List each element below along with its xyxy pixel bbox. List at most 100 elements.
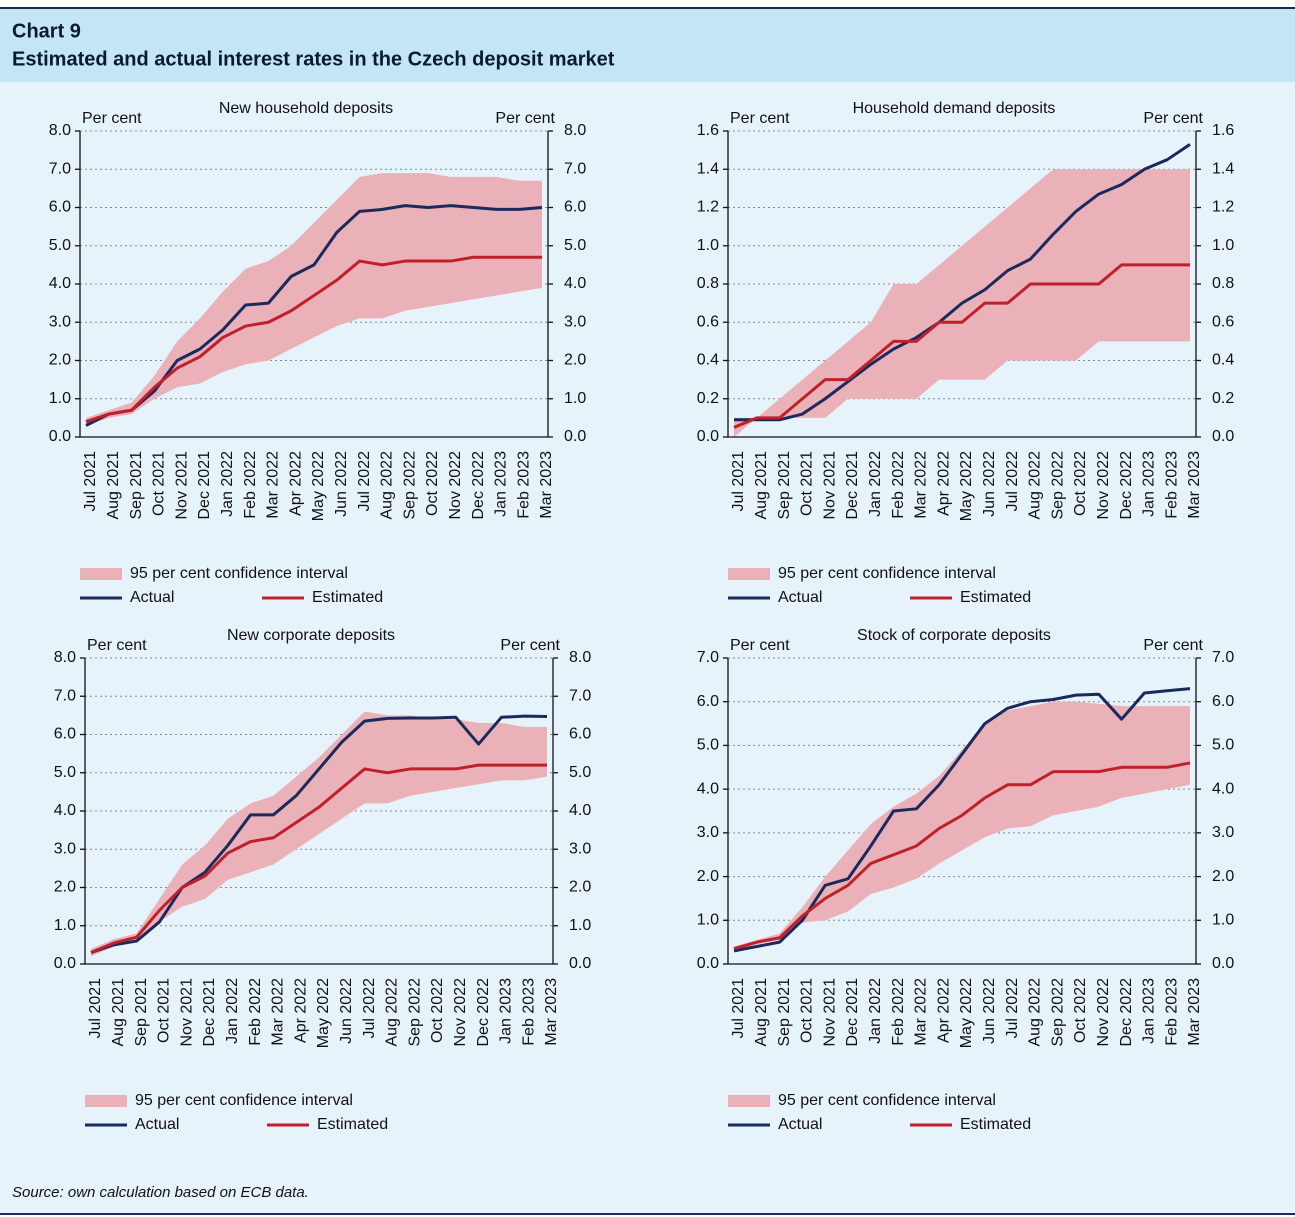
x-tick-label: Jul 2021 [87,978,104,1039]
y2-tick-label: 0.0 [564,428,586,445]
x-tick-label: Jan 2022 [867,978,884,1044]
x-tick-label: Nov 2022 [452,978,469,1047]
y2-tick-label: 2.0 [1212,868,1234,885]
y-tick-label: 6.0 [54,726,76,743]
legend-label: Actual [778,1116,822,1133]
y2-tick-label: 4.0 [569,802,591,819]
y2-tick-label: 4.0 [1212,780,1234,797]
x-tick-label: Dec 2022 [470,451,487,520]
x-tick-label: Mar 2022 [270,978,287,1046]
y2-tick-label: 7.0 [1212,649,1234,666]
x-tick-label: Aug 2021 [110,978,127,1047]
y-tick-label: 3.0 [54,840,76,857]
legend-swatch [80,568,122,580]
x-tick-label: Jan 2023 [1141,978,1158,1044]
y-tick-label: 5.0 [54,764,76,781]
x-tick-label: Dec 2022 [475,978,492,1047]
y-tick-label: 7.0 [697,649,719,666]
y-tick-label: 6.0 [697,693,719,710]
y2-tick-label: 1.0 [1212,237,1234,254]
x-tick-label: Dec 2021 [201,978,218,1047]
series-line [90,714,548,954]
x-tick-label: Dec 2021 [196,451,213,520]
y-axis-label: Per cent [730,637,790,654]
x-tick-label: Feb 2022 [890,978,907,1046]
y2-tick-label: 4.0 [564,275,586,292]
y2-tick-label: 8.0 [569,649,591,666]
y2-axis-label: Per cent [1143,110,1203,127]
legend-label: Estimated [317,1116,388,1133]
legend-swatch [728,568,770,580]
x-tick-label: Oct 2022 [1072,451,1089,516]
y2-tick-label: 2.0 [564,352,586,369]
y-axis-label: Per cent [82,110,142,127]
x-tick-label: Mar 2023 [1186,978,1203,1046]
chart-title: Estimated and actual interest rates in t… [12,48,615,70]
x-tick-label: Feb 2023 [1163,978,1180,1046]
y2-tick-label: 0.8 [1212,275,1234,292]
x-tick-label: Nov 2022 [447,451,464,520]
y-tick-label: 8.0 [54,649,76,666]
y-axis-label: Per cent [730,110,790,127]
y2-tick-label: 3.0 [564,313,586,330]
y2-tick-label: 6.0 [1212,693,1234,710]
x-tick-label: Feb 2023 [520,978,537,1046]
y2-tick-label: 2.0 [569,879,591,896]
x-tick-label: Aug 2022 [1027,978,1044,1047]
y-tick-label: 1.4 [697,160,719,177]
y-axis-label: Per cent [87,637,147,654]
legend-label: 95 per cent confidence interval [778,565,996,582]
y2-axis-label: Per cent [495,110,555,127]
x-tick-label: Aug 2022 [384,978,401,1047]
y2-tick-label: 3.0 [1212,824,1234,841]
x-tick-label: Jan 2022 [224,978,241,1044]
x-tick-label: Sep 2021 [776,978,793,1047]
y2-tick-label: 1.6 [1212,122,1234,139]
y2-tick-label: 0.0 [1212,955,1234,972]
legend-label: Estimated [312,589,383,606]
x-tick-label: Jul 2021 [730,978,747,1039]
x-tick-label: Aug 2022 [379,451,396,520]
y-tick-label: 2.0 [697,868,719,885]
y-tick-label: 1.2 [697,199,719,216]
x-tick-label: Oct 2021 [799,978,816,1043]
x-tick-label: Feb 2023 [1163,451,1180,519]
x-tick-label: Oct 2022 [1072,978,1089,1043]
confidence-band [734,701,1190,951]
y-tick-label: 7.0 [49,160,71,177]
x-tick-label: Feb 2022 [247,978,264,1046]
legend-label: Estimated [960,589,1031,606]
y-tick-label: 1.0 [697,912,719,929]
panel-title: Stock of corporate deposits [857,627,1051,644]
x-tick-label: May 2022 [958,451,975,521]
y2-tick-label: 6.0 [564,199,586,216]
x-tick-label: Apr 2022 [292,978,309,1043]
x-tick-label: Jan 2023 [493,451,510,517]
x-tick-label: May 2022 [315,978,332,1048]
y2-tick-label: 5.0 [564,237,586,254]
legend-label: Actual [135,1116,179,1133]
y2-tick-label: 3.0 [569,840,591,857]
y-tick-label: 5.0 [49,237,71,254]
x-tick-label: Apr 2022 [935,978,952,1043]
y-tick-label: 3.0 [697,824,719,841]
y-tick-label: 1.0 [49,390,71,407]
x-tick-label: Feb 2023 [515,451,532,519]
series-line [734,143,1191,422]
x-tick-label: Aug 2021 [753,978,770,1047]
x-tick-label: Jan 2022 [867,451,884,517]
x-tick-label: Jun 2022 [333,451,350,517]
legend-label: Estimated [960,1116,1031,1133]
series-line [90,763,547,954]
y-tick-label: 2.0 [49,352,71,369]
y2-tick-label: 0.2 [1212,390,1234,407]
x-tick-label: Mar 2023 [538,451,555,519]
y2-tick-label: 7.0 [564,160,586,177]
y-tick-label: 4.0 [54,802,76,819]
legend-label: Actual [778,589,822,606]
panel-title: New corporate deposits [227,627,395,644]
x-tick-label: Jan 2023 [498,978,515,1044]
x-tick-label: Oct 2022 [429,978,446,1043]
x-tick-label: Sep 2021 [128,451,145,520]
x-tick-label: Aug 2022 [1027,451,1044,520]
